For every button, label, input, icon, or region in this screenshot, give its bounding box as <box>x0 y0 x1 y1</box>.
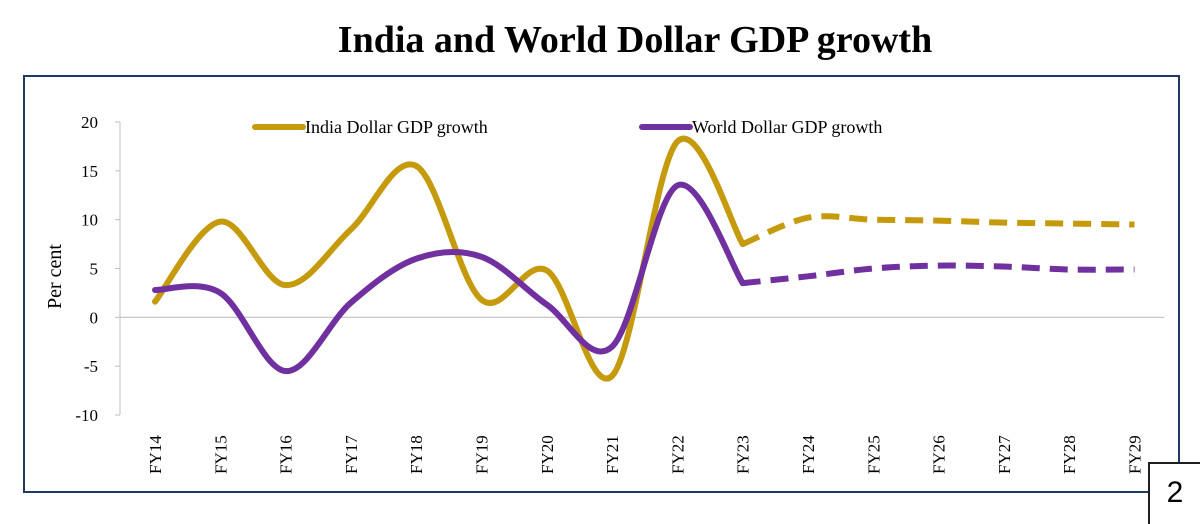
x-tick-label: FY15 <box>211 435 230 474</box>
world-dollar-gdp-growth-line <box>152 181 746 375</box>
x-tick-label: FY22 <box>668 435 687 474</box>
x-tick-label: FY26 <box>930 435 949 474</box>
x-tick-label: FY17 <box>342 435 361 474</box>
line-chart: 20 15 10 5 0 -5 -10 Per cent FY14 FY15 FY16 FY17 FY1… <box>44 113 1165 474</box>
x-tick-label: FY18 <box>407 435 426 474</box>
x-tick-label: FY19 <box>473 435 492 474</box>
chart-title: India and World Dollar GDP growth <box>337 19 933 61</box>
world-dollar-gdp-growth-legend-label: World Dollar GDP growth <box>692 117 882 137</box>
y-tick-label: 15 <box>81 162 98 181</box>
y-tick-label: 0 <box>90 308 99 327</box>
x-tick-label: FY14 <box>146 435 165 474</box>
page-number: 2 <box>1148 462 1200 524</box>
india-dollar-gdp-growth-forecast-line <box>741 213 1135 247</box>
y-tick-label: -5 <box>84 357 98 376</box>
india-dollar-gdp-growth-legend-label: India Dollar GDP growth <box>305 117 488 137</box>
x-tick-label: FY25 <box>864 435 883 474</box>
y-tick-label: -10 <box>75 406 98 425</box>
x-tick-label: FY27 <box>995 435 1014 474</box>
x-tick-label: FY28 <box>1060 435 1079 474</box>
x-tick-label: FY20 <box>538 435 557 474</box>
india-dollar-gdp-growth-line <box>152 135 746 382</box>
y-tick-label: 5 <box>90 260 99 279</box>
x-tick-label: FY23 <box>734 435 753 474</box>
y-axis-title: Per cent <box>44 244 66 309</box>
y-tick-label: 10 <box>81 211 98 230</box>
x-tick-label: FY16 <box>277 435 296 474</box>
world-dollar-gdp-growth-forecast-line <box>742 262 1135 287</box>
x-tick-label: FY21 <box>603 435 622 474</box>
x-tick-label: FY29 <box>1126 435 1145 474</box>
y-tick-label: 20 <box>81 113 98 132</box>
chart-frame: 20 15 10 5 0 -5 -10 Per cent FY14 FY15 FY16 FY17 FY1… <box>23 75 1180 493</box>
x-tick-label: FY24 <box>799 435 818 474</box>
